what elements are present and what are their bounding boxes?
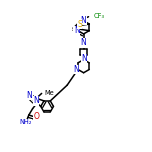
Text: Me: Me bbox=[44, 90, 54, 96]
Text: N: N bbox=[74, 26, 80, 35]
Text: S: S bbox=[77, 20, 82, 29]
Text: N: N bbox=[73, 65, 79, 74]
Text: CF₃: CF₃ bbox=[93, 13, 104, 19]
Text: N: N bbox=[81, 38, 86, 47]
Text: NH₂: NH₂ bbox=[19, 119, 32, 125]
Text: O: O bbox=[33, 112, 39, 121]
Text: N: N bbox=[33, 96, 39, 105]
Text: N: N bbox=[27, 91, 32, 100]
Text: N: N bbox=[81, 54, 87, 63]
Text: N: N bbox=[81, 16, 86, 24]
